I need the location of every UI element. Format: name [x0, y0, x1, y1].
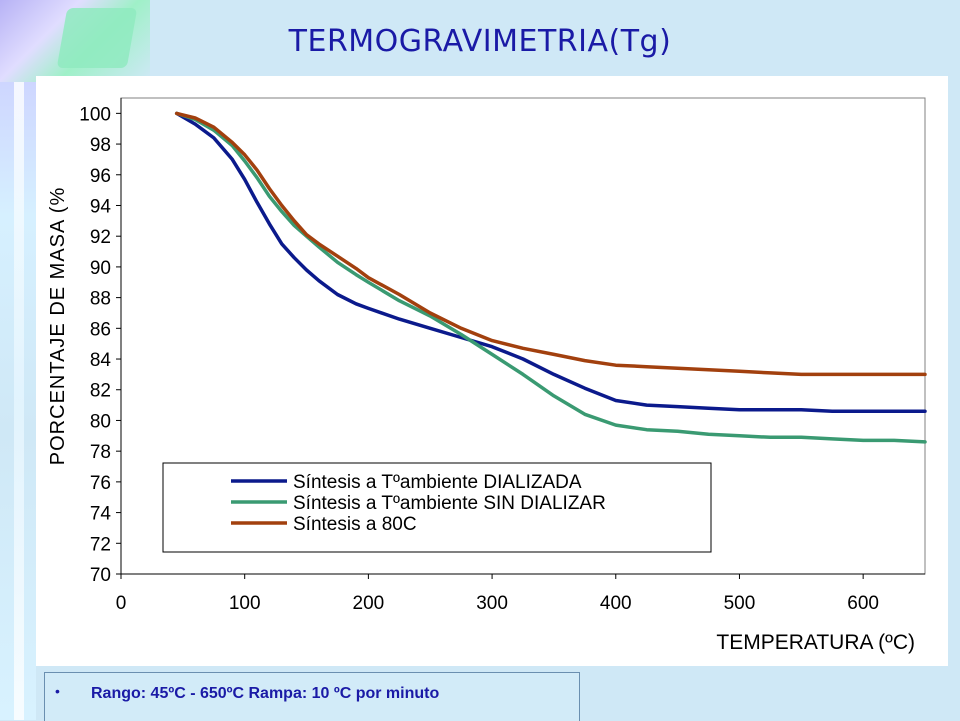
tg-line-chart: 70 72 74 76 78 80 82 84 86 88 90 92 94 96 98 100 0 100 200…	[47, 97, 927, 654]
y-tick-label: 74	[90, 504, 112, 525]
x-axis-label: TEMPERATURA (ºC)	[716, 631, 915, 654]
y-axis-label: PORCENTAJE DE MASA (%	[47, 187, 69, 465]
x-tick-label: 400	[600, 593, 632, 614]
y-tick-label: 86	[90, 319, 111, 340]
y-tick-label: 94	[90, 196, 112, 217]
y-tick-label: 70	[90, 565, 111, 586]
legend-label-1: Síntesis a Tºambiente DIALIZADA	[293, 472, 582, 493]
series-line-3	[174, 111, 927, 377]
x-tick-label: 200	[353, 593, 385, 614]
x-tick-label: 300	[476, 593, 508, 614]
y-tick-label: 78	[90, 442, 111, 463]
y-tick-label: 72	[90, 534, 111, 555]
y-tick-label: 84	[90, 350, 112, 371]
x-tick-label: 600	[847, 593, 879, 614]
legend-label-3: Síntesis a 80C	[293, 514, 417, 535]
y-tick-label: 80	[90, 411, 111, 432]
x-tick-label: 500	[724, 593, 756, 614]
note-text: Rango: 45ºC - 650ºC Rampa: 10 ºC por min…	[91, 685, 440, 702]
y-tick-label: 76	[90, 473, 111, 494]
y-tick-label: 92	[90, 227, 111, 248]
y-tick-label: 90	[90, 258, 111, 279]
chart-panel: 70 72 74 76 78 80 82 84 86 88 90 92 94 96 98 100 0 100 200…	[36, 76, 948, 666]
series-line-2	[174, 111, 927, 444]
y-tick-label: 98	[90, 135, 111, 156]
legend-label-2: Síntesis a Tºambiente SIN DIALIZAR	[293, 493, 606, 514]
slide-title: TERMOGRAVIMETRIA(Tg)	[288, 24, 672, 59]
decorative-bar	[14, 82, 24, 720]
x-tick-label: 0	[116, 593, 127, 614]
y-tick-label: 100	[79, 104, 111, 125]
series-line-1	[174, 111, 927, 413]
y-tick-label: 88	[90, 289, 111, 310]
note-box: • Rango: 45ºC - 650ºC Rampa: 10 ºC por m…	[44, 672, 580, 721]
y-tick-label: 96	[90, 166, 111, 187]
legend-box	[162, 462, 712, 553]
bullet: •	[55, 683, 60, 699]
y-tick-label: 82	[90, 381, 111, 402]
x-tick-label: 100	[229, 593, 261, 614]
